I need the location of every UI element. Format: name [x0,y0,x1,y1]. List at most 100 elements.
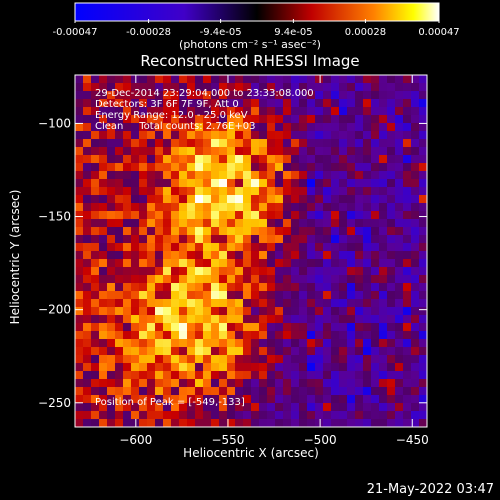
heatmap-cell [283,155,292,164]
heatmap-cell [251,83,260,92]
heatmap-cell [107,123,116,132]
heatmap-cell [171,243,180,252]
heatmap-cell [163,379,172,388]
heatmap-cell [115,195,124,204]
heatmap-cell [251,339,260,348]
heatmap-cell [379,283,388,292]
heatmap-cell [75,83,84,92]
heatmap-cell [267,171,276,180]
heatmap-cell [283,83,292,92]
heatmap-cell [363,171,372,180]
heatmap-cell [315,387,324,396]
heatmap-cell [363,139,372,148]
heatmap-cell [291,347,300,356]
heatmap-cell [331,299,340,308]
heatmap-cell [323,291,332,300]
heatmap-cell [203,411,212,420]
heatmap-cell [235,91,244,100]
heatmap-cell [419,387,428,396]
heatmap-cell [299,347,308,356]
heatmap-cell [107,259,116,268]
heatmap-cell [275,283,284,292]
heatmap-cell [219,403,228,412]
heatmap-cell [139,387,148,396]
heatmap-cell [395,195,404,204]
heatmap-cell [251,259,260,268]
heatmap-cell [299,339,308,348]
heatmap-cell [75,299,84,308]
heatmap-cell [251,355,260,364]
heatmap-cell [419,195,428,204]
heatmap-cell [123,203,132,212]
colorbar-tick-label: 0.00047 [418,27,459,38]
heatmap-cell [227,347,236,356]
heatmap-cell [227,267,236,276]
heatmap-cell [395,323,404,332]
heatmap-image [75,75,428,428]
heatmap-cell [395,283,404,292]
heatmap-cell [139,411,148,420]
heatmap-cell [291,283,300,292]
heatmap-cell [171,187,180,196]
heatmap-cell [131,379,140,388]
heatmap-cell [107,347,116,356]
heatmap-cell [251,219,260,228]
heatmap-cell [83,99,92,108]
heatmap-cell [203,371,212,380]
heatmap-cell [347,339,356,348]
heatmap-cell [355,323,364,332]
heatmap-cell [275,131,284,140]
annotation-method: Clean Total counts: 2.76E+03 [95,121,256,132]
heatmap-cell [107,283,116,292]
heatmap-cell [259,339,268,348]
heatmap-cell [195,395,204,404]
heatmap-cell [267,371,276,380]
heatmap-cell [219,395,228,404]
heatmap-cell [267,83,276,92]
heatmap-cell [323,307,332,316]
heatmap-cell [147,331,156,340]
heatmap-cell [267,411,276,420]
heatmap-cell [155,83,164,92]
heatmap-cell [251,283,260,292]
heatmap-cell [395,235,404,244]
heatmap-cell [419,307,428,316]
heatmap-cell [99,299,108,308]
heatmap-cell [307,171,316,180]
heatmap-cell [243,323,252,332]
heatmap-cell [355,115,364,124]
heatmap-cell [235,187,244,196]
heatmap-cell [99,163,108,172]
heatmap-cell [419,347,428,356]
heatmap-cell [179,123,188,132]
heatmap-cell [411,299,420,308]
heatmap-cell [115,99,124,108]
heatmap-cell [219,91,228,100]
heatmap-cell [99,379,108,388]
heatmap-cell [195,403,204,412]
heatmap-cell [171,267,180,276]
heatmap-cell [259,355,268,364]
heatmap-cell [75,243,84,252]
heatmap-cell [331,363,340,372]
heatmap-cell [227,323,236,332]
heatmap-cell [147,147,156,156]
heatmap-cell [163,107,172,116]
heatmap-cell [91,115,100,124]
heatmap-cell [331,347,340,356]
heatmap-cell [243,299,252,308]
heatmap-cell [339,235,348,244]
heatmap-cell [395,91,404,100]
heatmap-cell [403,331,412,340]
heatmap-cell [403,211,412,220]
heatmap-cell [379,115,388,124]
heatmap-cell [315,139,324,148]
heatmap-cell [235,147,244,156]
heatmap-cell [275,123,284,132]
heatmap-cell [403,163,412,172]
heatmap-cell [243,155,252,164]
heatmap-cell [283,395,292,404]
heatmap-cell [211,323,220,332]
heatmap-cell [139,347,148,356]
heatmap-cell [227,339,236,348]
